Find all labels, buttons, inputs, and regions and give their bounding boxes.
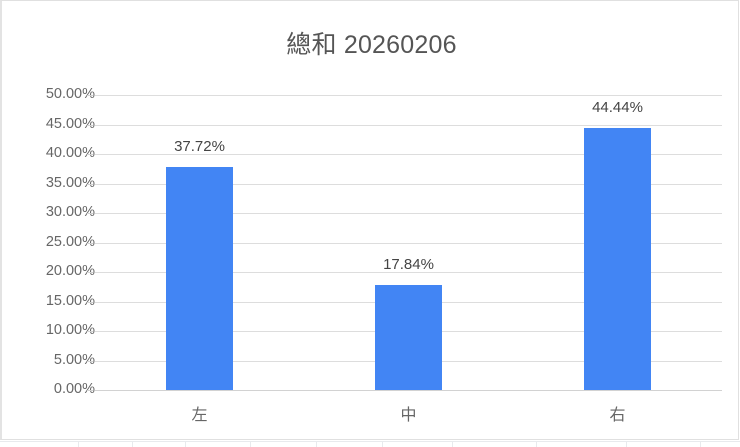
bar-value-label: 17.84%: [383, 255, 434, 273]
bar-value-label: 44.44%: [592, 98, 643, 116]
y-axis-tick-mark: [87, 272, 93, 273]
gridline: [95, 154, 722, 155]
y-axis-tick-label: 50.00%: [45, 86, 95, 102]
sheet-column-divider: [316, 441, 317, 447]
y-axis-tick-label: 15.00%: [45, 292, 95, 309]
x-axis-tick-label: 右: [609, 407, 626, 424]
sheet-column-divider: [452, 441, 453, 447]
y-axis-tick-mark: [87, 331, 93, 332]
chart-title: 總和 20260206: [286, 31, 457, 59]
bar[interactable]: [166, 167, 233, 390]
y-axis-ticks: 0.00% 5.00% 10.00% 15.00% 20.00% 25.00% 30.00%…: [2, 86, 95, 397]
x-axis-tick-label: 中: [400, 407, 417, 424]
y-axis-tick-label: 40.00%: [45, 145, 95, 161]
y-axis-tick-mark: [87, 213, 93, 214]
sheet-row-divider: [0, 441, 740, 442]
y-axis-tick-label: 10.00%: [45, 322, 95, 338]
bar-value-label: 37.72%: [174, 138, 225, 156]
x-axis-tick-label: 左: [191, 407, 208, 424]
gridline: [95, 124, 722, 126]
y-axis-tick-label: 20.00%: [45, 263, 95, 279]
bar[interactable]: [584, 127, 651, 390]
gridline: [95, 213, 722, 214]
sheet-column-divider: [626, 441, 627, 447]
gridline: [95, 242, 722, 244]
y-axis-tick-mark: [87, 360, 93, 362]
y-axis-tick-label: 5.00%: [53, 351, 95, 368]
y-axis-tick-mark: [87, 95, 93, 96]
gridline: [95, 390, 722, 391]
bar-series: [95, 95, 722, 390]
plot-area: [95, 95, 722, 391]
gridline: [95, 272, 722, 273]
sheet-column-divider: [700, 441, 701, 447]
bar[interactable]: [375, 284, 442, 390]
sheet-column-divider: [536, 441, 537, 447]
y-axis-tick-label: 35.00%: [45, 174, 95, 191]
y-axis-tick-mark: [87, 183, 93, 185]
y-axis-tick-label: 0.00%: [53, 381, 95, 397]
y-axis-tick-mark: [87, 390, 93, 391]
y-axis-tick-mark: [87, 242, 93, 244]
y-axis-tick-mark: [87, 301, 93, 303]
gridline: [95, 183, 722, 185]
sheet-column-divider: [78, 441, 79, 447]
y-axis-tick-mark: [87, 154, 93, 155]
sheet-column-divider: [185, 441, 186, 447]
y-axis-tick-label: 30.00%: [45, 204, 95, 220]
sheet-column-divider: [250, 441, 251, 447]
y-axis-tick-mark: [87, 124, 93, 126]
y-axis-tick-label: 25.00%: [45, 233, 95, 250]
y-axis-tick-label: 45.00%: [45, 115, 95, 132]
gridline: [95, 95, 722, 96]
sheet-column-divider: [382, 441, 383, 447]
sheet-column-divider: [132, 441, 133, 447]
